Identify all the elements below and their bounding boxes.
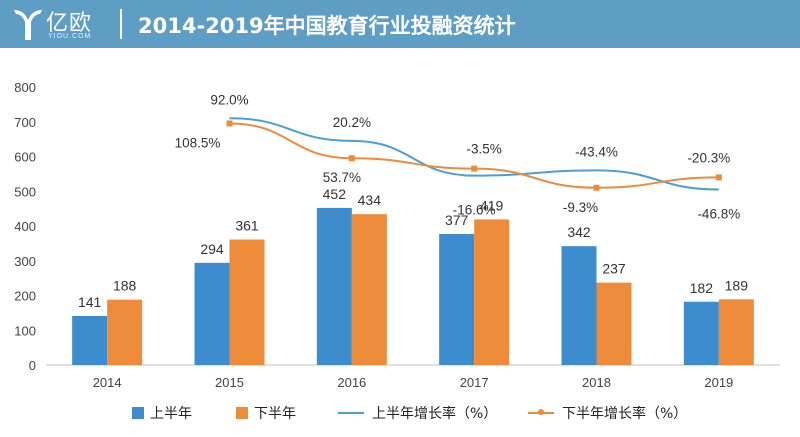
y-tick-label: 800 [14, 80, 36, 95]
bar-value-label: 342 [567, 224, 591, 240]
chart-title: 2014-2019年中国教育行业投融资统计 [138, 14, 516, 38]
x-tick-label: 2016 [337, 375, 366, 390]
growth-marker [715, 174, 722, 181]
y-tick-label: 700 [14, 115, 36, 130]
bar-value-label: 452 [323, 186, 347, 202]
growth-marker [226, 120, 233, 127]
legend-swatch-second-half-growth [528, 409, 554, 415]
legend: 上半年 下半年 上半年增长率（%） 下半年增长率（%） [0, 401, 800, 425]
bar-value-label: 188 [113, 278, 137, 294]
bar [229, 239, 265, 365]
x-tick-label: 2017 [460, 375, 489, 390]
y-tick-label: 300 [14, 254, 36, 269]
legend-item-first-half: 上半年 [132, 401, 192, 425]
legend-swatch-first-half [132, 407, 144, 419]
growth-rate-label: 108.5% [175, 135, 221, 150]
y-tick-label: 200 [14, 289, 36, 304]
y-tick-label: 100 [14, 323, 36, 338]
header-divider [120, 9, 122, 39]
bar-value-label: 377 [445, 212, 469, 228]
bar [316, 207, 352, 365]
logo-text: 亿欧 [46, 11, 93, 36]
growth-rate-label: -3.5% [467, 142, 502, 157]
bar-value-label: 182 [690, 280, 714, 296]
growth-rate-label: -43.4% [575, 144, 618, 159]
growth-marker [471, 165, 478, 172]
growth-marker [593, 184, 600, 191]
growth-rate-label: 53.7% [323, 170, 361, 185]
growth-rate-label: 20.2% [333, 115, 371, 130]
legend-label-first-half-growth: 上半年增长率（%） [372, 406, 498, 422]
bar [439, 233, 475, 365]
bar [107, 299, 143, 365]
y-tick-label: 400 [14, 219, 36, 234]
bar [194, 262, 230, 365]
bar [474, 219, 510, 365]
legend-label-second-half-growth: 下半年增长率（%） [562, 406, 688, 422]
legend-swatch-first-half-growth [338, 412, 364, 414]
x-tick-label: 2014 [93, 375, 122, 390]
legend-item-first-half-growth: 上半年增长率（%） [338, 401, 497, 425]
yiou-logo-icon [14, 10, 42, 40]
growth-rate-label: -46.8% [697, 207, 740, 222]
header-bar: 亿欧 YIOU.COM 2014-2019年中国教育行业投融资统计 [0, 0, 800, 48]
bar-value-label: 294 [200, 241, 224, 257]
legend-label-first-half: 上半年 [150, 406, 192, 422]
bar-value-label: 189 [725, 277, 749, 293]
bar [718, 299, 754, 365]
growth-rate-label: -9.3% [563, 200, 598, 215]
first-half-growth-line [229, 117, 719, 191]
legend-label-second-half: 下半年 [254, 406, 296, 422]
legend-item-second-half-growth: 下半年增长率（%） [528, 401, 687, 425]
growth-rate-label: -16.6% [453, 203, 496, 218]
y-tick-label: 500 [14, 184, 36, 199]
growth-marker [348, 155, 355, 162]
chart-area: 0 100 200 300 400 500 600 700 800 2014 2015 2016 201… [14, 80, 780, 390]
legend-item-second-half: 下半年 [236, 401, 296, 425]
y-tick-label: 600 [14, 150, 36, 165]
bar [561, 246, 597, 365]
bar [72, 316, 108, 365]
x-tick-label: 2018 [582, 375, 611, 390]
x-tick-label: 2019 [704, 375, 733, 390]
bar [683, 301, 719, 365]
growth-rate-label: -20.3% [687, 150, 730, 165]
bar-value-label: 237 [602, 261, 626, 277]
x-tick-label: 2015 [215, 375, 244, 390]
bar [351, 214, 387, 365]
bar [596, 282, 632, 365]
y-tick-label: 0 [29, 358, 36, 373]
bar-value-label: 141 [78, 294, 102, 310]
bar-value-label: 361 [235, 218, 259, 234]
legend-swatch-second-half [236, 407, 248, 419]
logo-subtext: YIOU.COM [48, 33, 92, 40]
bar-value-label: 419 [480, 197, 504, 213]
growth-rate-label: 92.0% [210, 92, 248, 107]
bar-value-label: 434 [358, 192, 382, 208]
